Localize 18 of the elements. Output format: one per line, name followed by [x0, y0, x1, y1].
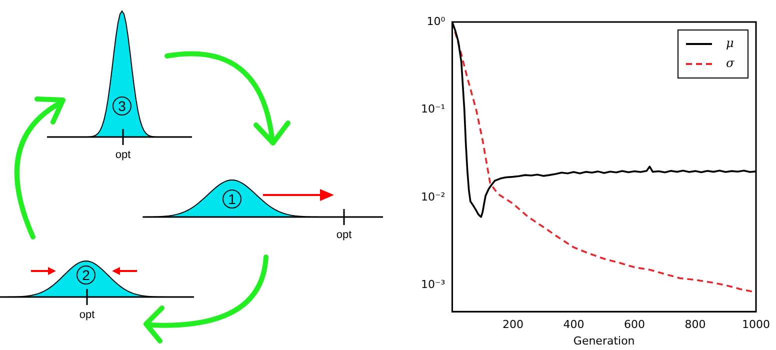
y-tick-label: 10⁻² [420, 190, 446, 204]
legend-label: μ [726, 36, 734, 50]
x-tick-label: 400 [563, 318, 584, 332]
x-tick-label: 1000 [742, 318, 770, 332]
y-tick-label: 10⁻³ [420, 278, 446, 292]
x-tick-label: 600 [624, 318, 645, 332]
x-axis-title: Generation [573, 334, 635, 348]
text: opt [115, 149, 131, 161]
x-tick-label: 200 [502, 318, 524, 332]
legend-label: σ [726, 56, 735, 70]
y-tick-label: 10⁻¹ [420, 102, 446, 116]
x-tick-label: 800 [684, 318, 706, 332]
text: 2 [82, 267, 90, 283]
text: opt [79, 309, 95, 321]
y-tick-label: 10⁰ [426, 14, 446, 28]
text: 3 [118, 98, 126, 114]
text: opt [336, 229, 352, 241]
text: 1 [228, 191, 236, 207]
